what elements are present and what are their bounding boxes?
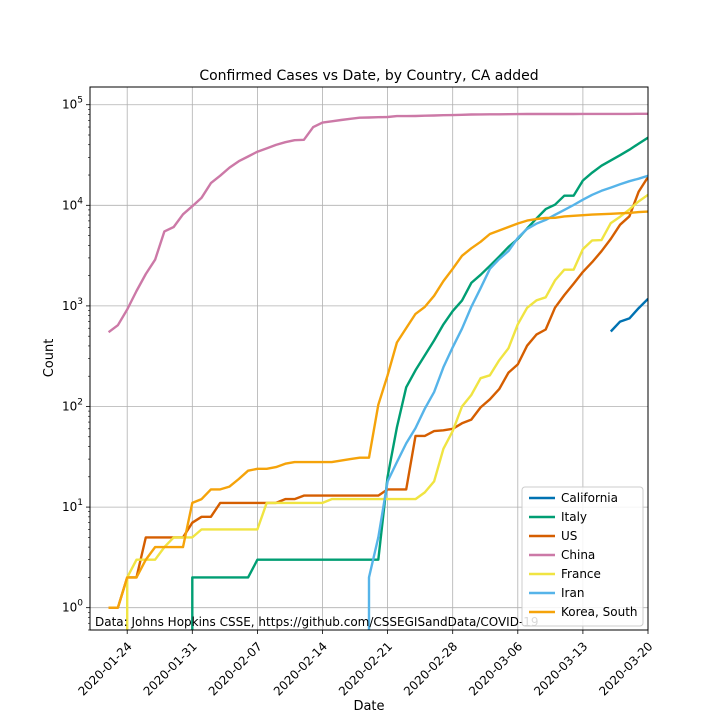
series-line-us bbox=[108, 176, 648, 609]
y-tick-label: 102 bbox=[62, 397, 83, 413]
x-tick-label: 2020-03-06 bbox=[466, 639, 525, 698]
x-tick-label: 2020-02-07 bbox=[206, 639, 265, 698]
plot-area bbox=[107, 112, 648, 630]
series-line-iran bbox=[367, 174, 648, 630]
series-line-china bbox=[107, 112, 648, 334]
y-axis: 100 101 102 103 104 105 bbox=[62, 96, 90, 631]
legend: California Italy US China France Iran Korea, S… bbox=[521, 486, 644, 627]
legend-label: Korea, South bbox=[561, 605, 638, 619]
x-tick-label: 2020-01-24 bbox=[76, 639, 135, 698]
series-line-france bbox=[125, 193, 648, 630]
chart-title: Confirmed Cases vs Date, by Country, CA … bbox=[199, 68, 538, 84]
x-tick-label: 2020-02-28 bbox=[401, 639, 460, 698]
legend-label: California bbox=[561, 491, 618, 505]
x-tick-label: 2020-02-14 bbox=[271, 639, 330, 698]
y-tick-label: 104 bbox=[62, 196, 83, 212]
x-tick-label: 2020-02-21 bbox=[336, 639, 395, 698]
data-source-annotation: Data: Johns Hopkins CSSE, https://github… bbox=[95, 615, 539, 629]
x-tick-label: 2020-03-20 bbox=[596, 639, 655, 698]
series-line-california bbox=[609, 297, 648, 333]
x-tick-label: 2020-03-13 bbox=[531, 639, 590, 698]
x-axis-label: Date bbox=[353, 699, 384, 714]
y-tick-label: 101 bbox=[62, 498, 83, 514]
y-tick-label: 100 bbox=[62, 599, 83, 615]
series-line-italy bbox=[191, 136, 648, 630]
y-axis-label: Count bbox=[42, 339, 57, 378]
legend-label: Iran bbox=[561, 586, 584, 600]
legend-box bbox=[521, 486, 644, 627]
y-tick-label: 105 bbox=[62, 96, 83, 112]
legend-label: US bbox=[561, 529, 577, 543]
legend-label: Italy bbox=[561, 510, 587, 524]
series-line-korea-south bbox=[108, 210, 648, 609]
legend-label: France bbox=[561, 567, 601, 581]
y-tick-label: 103 bbox=[62, 297, 83, 313]
x-axis: 2020-01-24 2020-01-31 2020-02-07 2020-02-14… bbox=[76, 630, 656, 699]
x-tick-label: 2020-01-31 bbox=[141, 639, 200, 698]
legend-label: China bbox=[561, 548, 595, 562]
